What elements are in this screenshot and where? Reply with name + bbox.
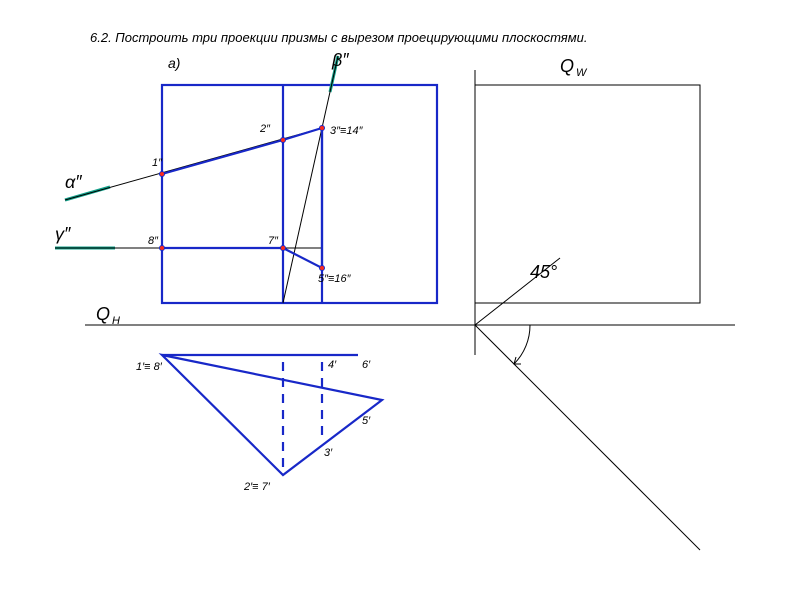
alpha-label: α″ (65, 172, 82, 192)
pt-5 (320, 266, 325, 271)
pt-7 (281, 246, 286, 251)
angle-label: 45° (530, 262, 557, 282)
plan-triangle (162, 355, 382, 475)
beta-label: β″ (331, 50, 349, 70)
task-title: 6.2. Построить три проекции призмы с выр… (90, 30, 587, 45)
cut-front (162, 128, 322, 268)
pt-1 (160, 172, 165, 177)
lbl-h6: 6′ (362, 359, 371, 371)
front-rect (162, 85, 437, 303)
drawing-canvas: 6.2. Построить три проекции призмы с выр… (0, 0, 800, 600)
miter-line (475, 325, 700, 550)
qh-label: QH (96, 304, 120, 327)
lbl-h4: 4′ (328, 359, 337, 371)
lbl-5: 5″≡16″ (318, 273, 352, 285)
gamma-label: γ″ (55, 224, 71, 244)
profile-frame (475, 85, 700, 303)
lbl-7: 7″ (268, 235, 279, 247)
pt-8 (160, 246, 165, 251)
lbl-2: 2″ (259, 123, 271, 135)
lbl-h18: 1′≡ 8′ (136, 361, 163, 373)
variant-label: а) (168, 55, 180, 71)
lbl-1: 1″ (152, 157, 163, 169)
beta-trace (283, 56, 338, 303)
lbl-h5: 5′ (362, 415, 371, 427)
pt-3 (320, 126, 325, 131)
lbl-8: 8″ (148, 235, 159, 247)
pt-2 (281, 138, 286, 143)
lbl-h3: 3′ (324, 447, 333, 459)
lbl-h27: 2′≡ 7′ (243, 481, 271, 493)
lbl-3: 3″≡14″ (330, 125, 364, 137)
qw-label: QW (560, 56, 588, 79)
angle-arc (514, 325, 530, 364)
